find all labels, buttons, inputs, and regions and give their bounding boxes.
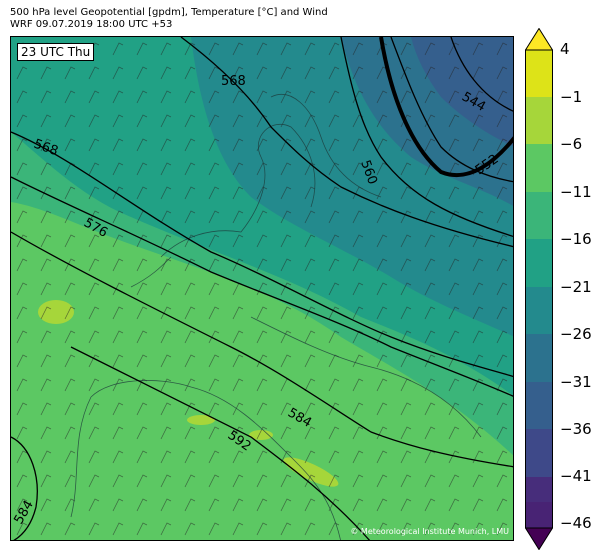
colorbar-segment [525,239,553,287]
colorbar [525,28,553,550]
colorbar-tick: −6 [560,135,583,153]
colorbar-tick: −1 [560,88,583,106]
colorbar-tick: −26 [560,325,592,343]
valid-time-label: 23 UTC Thu [17,43,95,61]
colorbar-segment [525,334,553,382]
colorbar-segment [525,287,553,334]
colorbar-segment [525,144,553,192]
weather-map: 568 568 576 560 544 552 584 592 584 23 U… [10,36,514,541]
contour-label: 568 [221,74,246,89]
colorbar-segment [525,97,553,144]
colorbar-border [525,49,553,529]
credit-text: © Meteorological Institute Munich, LMU [350,527,509,536]
map-canvas: 568 568 576 560 544 552 584 592 584 [11,37,513,540]
colorbar-tick: 4 [560,40,570,58]
colorbar-tick: −16 [560,230,592,248]
title-line-1: 500 hPa level Geopotential [gpdm], Tempe… [10,7,328,18]
colorbar-cap-top [525,28,553,50]
geopotential-contours [11,37,513,540]
wind-barbs [11,37,513,540]
colorbar-tick: −46 [560,514,592,532]
colorbar-segment [525,502,553,528]
colorbar-segment [525,382,553,429]
colorbar-segment [525,429,553,477]
colorbar-border [525,28,553,51]
title-line-2: WRF 09.07.2019 18:00 UTC +53 [10,19,173,30]
colorbar-tick: −36 [560,420,592,438]
colorbar-segment [525,192,553,239]
colorbar-tick: −11 [560,183,592,201]
colorbar-border [525,527,553,550]
colorbar-segment [525,50,553,97]
colorbar-tick: −41 [560,467,592,485]
colorbar-segment [525,477,553,502]
chart-title: 500 hPa level Geopotential [gpdm], Tempe… [10,7,328,31]
colorbar-tick: −21 [560,278,592,296]
colorbar-cap-bottom [525,528,553,550]
colorbar-tick: −31 [560,373,592,391]
